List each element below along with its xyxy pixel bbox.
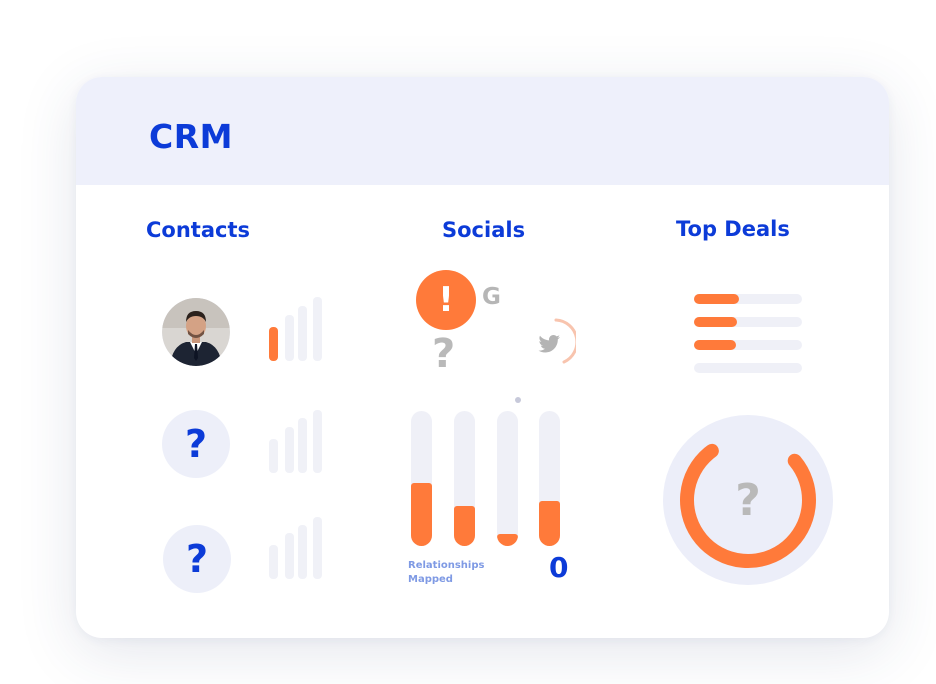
deal-bar: [694, 317, 738, 327]
deal-bar-track[interactable]: [694, 363, 802, 373]
deal-bar: [694, 340, 737, 350]
deal-bar-track[interactable]: [694, 294, 802, 304]
indicator-dot: [515, 397, 521, 403]
question-mark-icon: ?: [184, 422, 208, 466]
relationship-bar: [497, 533, 518, 546]
deal-bar-track[interactable]: [694, 317, 802, 327]
signal-bar: [298, 306, 307, 361]
relationships-label-line: Relationships: [408, 560, 485, 571]
unknown-social-icon: ?: [432, 331, 456, 377]
relationship-bar-track: [411, 411, 432, 546]
person-photo-icon: [162, 298, 230, 366]
donut-question-mark-icon: ?: [735, 474, 761, 526]
relationship-bar-track: [539, 411, 560, 546]
twitter-icon[interactable]: [528, 318, 576, 366]
signal-bar: [298, 525, 307, 579]
socials-title: Socials: [442, 218, 526, 242]
signal-bar: [269, 439, 278, 473]
top-deals-title: Top Deals: [676, 217, 790, 241]
relationships-mapped-label: Relationships Mapped: [408, 559, 484, 587]
contact-avatar[interactable]: [162, 298, 230, 366]
relationship-bar-track: [497, 411, 518, 546]
deal-bar: [694, 294, 740, 304]
signal-bar: [313, 410, 322, 473]
signal-bar: [285, 427, 294, 473]
contacts-title: Contacts: [146, 218, 250, 242]
contact-avatar-unknown[interactable]: ?: [162, 410, 230, 478]
donut-arc: [680, 432, 816, 568]
alert-icon[interactable]: !: [416, 270, 476, 330]
signal-bar: [285, 533, 294, 579]
relationship-bar-track: [454, 411, 475, 546]
relationships-count: 0: [549, 551, 569, 584]
relationship-bar: [539, 501, 560, 546]
signal-bar: [313, 517, 322, 579]
question-mark-icon: ?: [185, 537, 209, 581]
signal-bar: [269, 545, 278, 579]
signal-bar: [285, 315, 294, 361]
signal-bar: [298, 418, 307, 473]
relationship-bar: [411, 482, 432, 546]
deal-progress-donut: [680, 432, 816, 568]
google-icon[interactable]: G: [482, 284, 501, 310]
header-bar: CRM: [76, 77, 889, 185]
relationship-bar: [454, 505, 475, 546]
relationships-label-line: Mapped: [408, 574, 453, 585]
app-title: CRM: [149, 117, 233, 156]
signal-bar: [269, 327, 278, 361]
crm-card: CRM Contacts Socials Top Deals: [76, 77, 889, 638]
contact-avatar-unknown[interactable]: ?: [163, 525, 231, 593]
deal-bar-track[interactable]: [694, 340, 802, 350]
signal-bar: [313, 297, 322, 361]
